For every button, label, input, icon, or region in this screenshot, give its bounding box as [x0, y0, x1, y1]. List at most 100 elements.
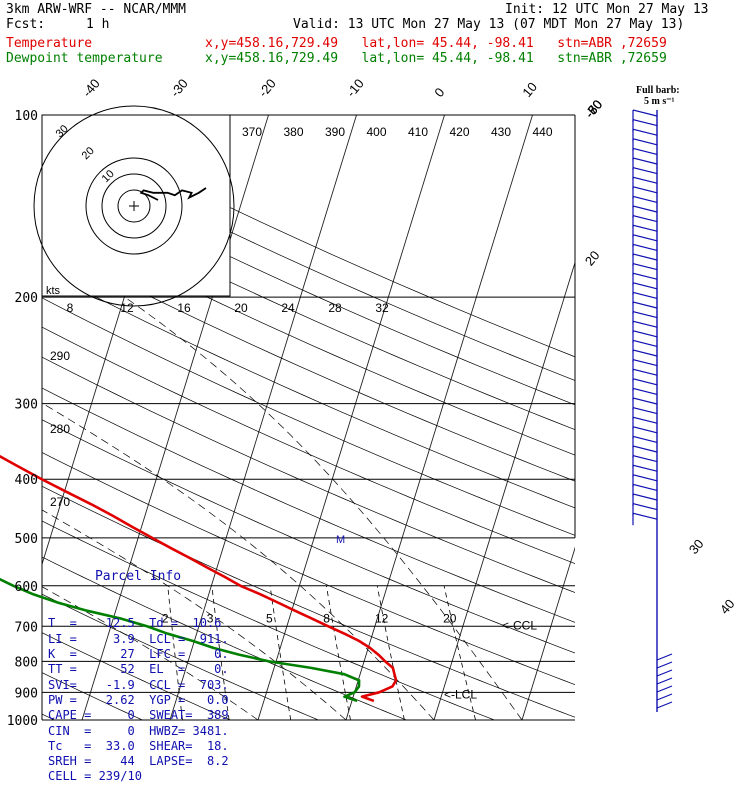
- diagram-grid: [41, 114, 576, 721]
- wind-barb: [632, 272, 658, 280]
- hodograph-ring: [85, 157, 183, 255]
- dry-adiabat-line: [42, 214, 575, 456]
- parcel-info-row: TT = 52 EL = 0.: [48, 662, 229, 677]
- wind-barb: [656, 661, 673, 669]
- dry-adiabat-line: [42, 520, 495, 721]
- parcel-info-row: T = 12.5 Td = 10.6: [48, 616, 222, 631]
- isotherm-label: 40: [717, 596, 738, 617]
- wind-barb: [632, 128, 658, 136]
- pressure-tick-label: 400: [15, 473, 38, 488]
- wind-barb: [632, 339, 658, 347]
- wind-barb: [632, 330, 658, 338]
- wind-barb: [632, 368, 658, 376]
- wind-barb: [632, 138, 658, 146]
- valid-time: Valid: 13 UTC Mon 27 May 13 (07 MDT Mon …: [293, 17, 685, 32]
- wind-barb: [632, 416, 658, 424]
- isotherm-label: 30: [686, 536, 707, 557]
- hodograph-speed-label: 8: [67, 301, 74, 315]
- dewpoint-station-info: x,y=458.16,729.49 lat,lon= 45.44, -98.41…: [205, 51, 667, 66]
- isotherm-label: -10: [343, 76, 367, 100]
- wind-barb: [632, 503, 658, 511]
- dry-adiabat-line: [42, 269, 575, 509]
- theta-label-low: 280: [50, 422, 70, 436]
- hodograph-speed-label: 16: [177, 301, 191, 315]
- hodograph-units-label: kts: [46, 285, 61, 297]
- dry-adiabat-line: [42, 632, 231, 721]
- pressure-tick-label: 1000: [7, 714, 38, 729]
- hodograph: [33, 105, 235, 307]
- diagram-labels: 1002003004005006007008009001000-80-70-60…: [7, 76, 738, 729]
- parcel-info-row: SREH = 44 LAPSE= 8.2: [48, 754, 229, 769]
- wind-barb: [656, 669, 673, 677]
- pressure-tick-label: 200: [15, 291, 38, 306]
- isotherm-label: -50: [582, 97, 606, 121]
- dry-adiabat-line: [42, 419, 575, 654]
- hodograph-speed-label: 28: [328, 301, 342, 315]
- isotherm-line: [257, 115, 445, 721]
- wind-barb: [632, 176, 658, 184]
- isotherm-label: 10: [519, 79, 540, 100]
- wind-barb: [632, 282, 658, 290]
- isotherm-line: [433, 261, 575, 721]
- wind-barb: [632, 512, 658, 520]
- wind-barb: [632, 378, 658, 386]
- mixing-ratio-line: [269, 585, 292, 721]
- isotherm-line: [345, 115, 533, 721]
- theta-label: 430: [491, 125, 511, 139]
- parcel-info-row: CELL = 239/10: [48, 769, 142, 784]
- isotherm-label: -30: [167, 76, 191, 100]
- wind-barb: [632, 445, 658, 453]
- init-time: Init: 12 UTC Mon 27 May 13: [505, 2, 709, 17]
- pressure-tick-label: 600: [15, 580, 38, 595]
- isotherm-label: -20: [255, 76, 279, 100]
- parcel-info-row: SVI= -1.9 CCL = 703.: [48, 677, 229, 692]
- wind-barb: [632, 215, 658, 223]
- dry-adiabat-line: [42, 187, 575, 431]
- barb-legend-units: 5 m s⁻¹: [644, 96, 675, 107]
- wind-barb: [656, 677, 673, 685]
- wind-barb: [632, 157, 658, 165]
- dry-adiabat-line: [42, 241, 575, 482]
- isotherm-label: 20: [582, 248, 603, 269]
- wind-barb: [632, 359, 658, 367]
- parcel-info-rows: T = 12.5 Td = 10.6 LI = 3.9 LCL = 911. K =…: [48, 616, 229, 784]
- wind-barb: [632, 234, 658, 242]
- temperature-station-info: x,y=458.16,729.49 lat,lon= 45.44, -98.41…: [205, 36, 667, 51]
- dry-adiabat-line: [42, 556, 407, 721]
- wind-barb: [632, 109, 658, 117]
- wind-barb: [632, 397, 658, 405]
- theta-label: 400: [366, 125, 386, 139]
- pressure-tick-label: 300: [15, 398, 38, 413]
- dewpoint-profile: [0, 577, 361, 703]
- temperature-profile: [0, 454, 398, 703]
- dry-adiabat-line: [42, 593, 319, 721]
- wind-barb: [632, 167, 658, 175]
- pressure-tick-label: 500: [15, 532, 38, 547]
- wind-barb: [632, 320, 658, 328]
- wind-barb: [632, 224, 658, 232]
- parcel-info-row: K = 27 LFC = 0.: [48, 647, 229, 662]
- parcel-info-row: Tc = 33.0 SHEAR= 18.: [48, 738, 229, 753]
- plot-area: [42, 115, 575, 721]
- wind-barb: [632, 311, 658, 319]
- theta-label: 380: [283, 125, 303, 139]
- parcel-info-row: PW = 2.62 YGP = 0.0: [48, 692, 229, 707]
- hodograph-speed-label: 24: [281, 301, 295, 315]
- parcel-info-row: CAPE = 0 SWEAT= 389: [48, 708, 229, 723]
- temperature-legend: Temperature: [6, 36, 93, 51]
- theta-label: 420: [449, 125, 469, 139]
- pressure-tick-label: 800: [15, 655, 38, 670]
- wind-barb: [632, 263, 658, 271]
- wind-barb: [632, 147, 658, 155]
- theta-label: 390: [325, 125, 345, 139]
- hodograph-speed-label: 20: [234, 301, 248, 315]
- dry-adiabat-line: [42, 485, 575, 718]
- mixing-ratio-line: [443, 585, 476, 721]
- wind-barb: [632, 195, 658, 203]
- wind-barb: [656, 653, 673, 661]
- parcel-info-row: CIN = 0 HWBZ= 3481.: [48, 723, 229, 738]
- wind-barb: [632, 243, 658, 251]
- wind-barb: [656, 685, 673, 693]
- parcel-info-title: Parcel Info: [94, 568, 182, 584]
- wind-barb: [632, 291, 658, 299]
